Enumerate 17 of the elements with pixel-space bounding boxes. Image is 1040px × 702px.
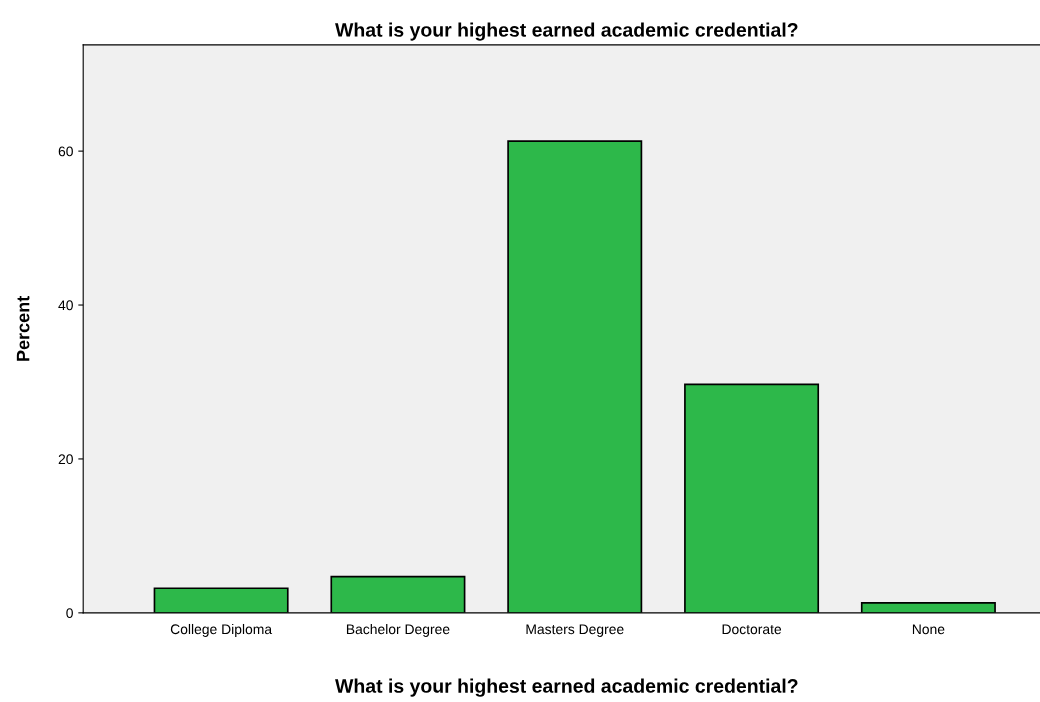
x-axis-title: What is your highest earned academic credential? xyxy=(335,678,798,697)
bar xyxy=(153,587,289,613)
x-tick-label: Masters Degree xyxy=(526,624,624,637)
y-tick-label: 40 xyxy=(58,300,73,311)
bar xyxy=(330,575,466,613)
y-axis-title: Percent xyxy=(16,295,30,361)
y-tick-label: 20 xyxy=(58,454,73,465)
bar xyxy=(860,602,996,613)
y-tick-label: 0 xyxy=(66,608,73,619)
bar xyxy=(684,383,820,613)
x-tick-label: Bachelor Degree xyxy=(346,623,450,637)
x-tick-label: College Diploma xyxy=(170,623,273,637)
y-tick-label: 60 xyxy=(58,146,73,157)
x-tick-label: None xyxy=(912,624,945,635)
x-tick-label: Doctorate xyxy=(722,624,782,635)
bar xyxy=(507,140,643,613)
chart-title: What is your highest earned academic credential? xyxy=(335,22,798,41)
